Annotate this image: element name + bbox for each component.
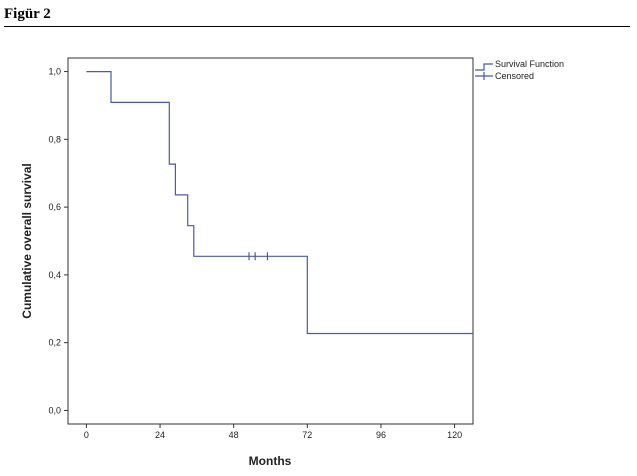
survival-step-line — [86, 71, 473, 335]
y-axis-title: Cumulative overall survival — [20, 163, 34, 318]
x-tick-label: 24 — [155, 430, 165, 440]
x-tick-label: 48 — [229, 430, 239, 440]
legend-survival-symbol — [475, 63, 493, 71]
legend-survival-label: Survival Function — [495, 59, 564, 69]
y-tick-label: 0,6 — [48, 202, 61, 212]
plot-frame — [67, 57, 474, 425]
series-layer — [86, 71, 473, 335]
y-tick-label: 1,0 — [48, 67, 61, 77]
y-tick-label: 0,0 — [48, 405, 61, 415]
x-axis-title: Months — [249, 454, 292, 468]
legend: Survival Function Censored — [475, 59, 564, 81]
x-tick-label: 0 — [84, 430, 89, 440]
caption-divider — [4, 26, 630, 27]
figure-caption: Figür 2 — [4, 6, 51, 22]
y-tick-label: 0,8 — [48, 134, 61, 144]
y-tick-label: 0,2 — [48, 338, 61, 348]
legend-censored-label: Censored — [495, 71, 534, 81]
x-tick-label: 72 — [302, 430, 312, 440]
y-tick-label: 0,4 — [48, 270, 61, 280]
axis-ticks: 0 24 48 72 96 120 0,0 0,2 0,4 0,6 0,8 1,0 — [48, 67, 462, 440]
x-tick-label: 120 — [447, 430, 462, 440]
x-tick-label: 96 — [376, 430, 386, 440]
